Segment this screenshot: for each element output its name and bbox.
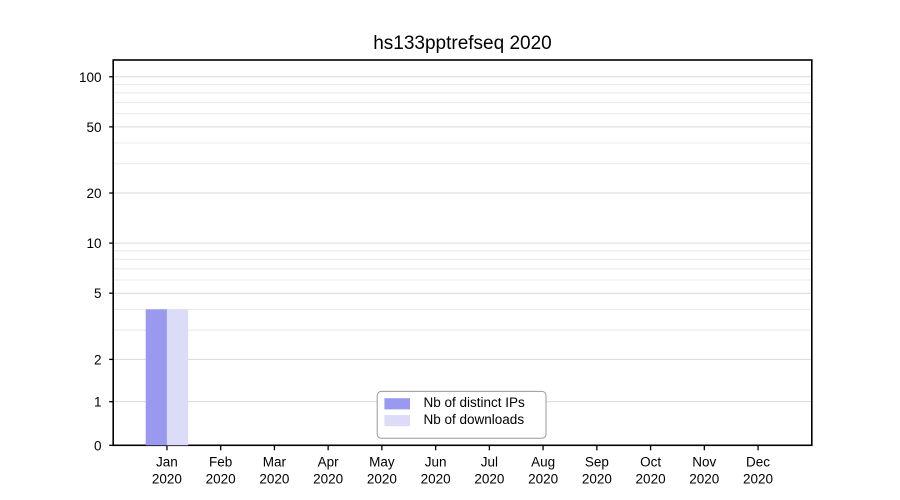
svg-text:Nb of distinct IPs: Nb of distinct IPs (424, 395, 526, 410)
svg-text:Dec: Dec (746, 454, 770, 469)
svg-text:Aug: Aug (531, 454, 555, 469)
svg-text:2020: 2020 (313, 471, 343, 486)
svg-text:2020: 2020 (421, 471, 451, 486)
svg-text:Sep: Sep (585, 454, 609, 469)
svg-text:Apr: Apr (318, 454, 340, 469)
svg-text:2020: 2020 (206, 471, 236, 486)
svg-text:Nov: Nov (692, 454, 716, 469)
svg-text:2020: 2020 (582, 471, 612, 486)
svg-text:2020: 2020 (259, 471, 289, 486)
svg-text:5: 5 (94, 286, 102, 301)
svg-text:2020: 2020 (152, 471, 182, 486)
svg-text:2020: 2020 (743, 471, 773, 486)
svg-text:100: 100 (79, 70, 102, 85)
svg-text:10: 10 (86, 236, 101, 251)
svg-text:2: 2 (94, 352, 102, 367)
svg-text:Jun: Jun (425, 454, 447, 469)
svg-text:Feb: Feb (209, 454, 232, 469)
svg-text:2020: 2020 (636, 471, 666, 486)
svg-text:Oct: Oct (640, 454, 661, 469)
svg-text:2020: 2020 (689, 471, 719, 486)
svg-text:2020: 2020 (528, 471, 558, 486)
svg-text:0: 0 (94, 438, 102, 453)
svg-text:2020: 2020 (367, 471, 397, 486)
svg-text:50: 50 (86, 120, 101, 135)
svg-text:Mar: Mar (263, 454, 287, 469)
svg-text:May: May (369, 454, 395, 469)
svg-text:20: 20 (86, 186, 101, 201)
svg-text:1: 1 (94, 395, 102, 410)
svg-text:Jan: Jan (156, 454, 178, 469)
svg-text:Nb of downloads: Nb of downloads (424, 412, 525, 427)
svg-text:2020: 2020 (474, 471, 504, 486)
svg-text:Jul: Jul (481, 454, 498, 469)
